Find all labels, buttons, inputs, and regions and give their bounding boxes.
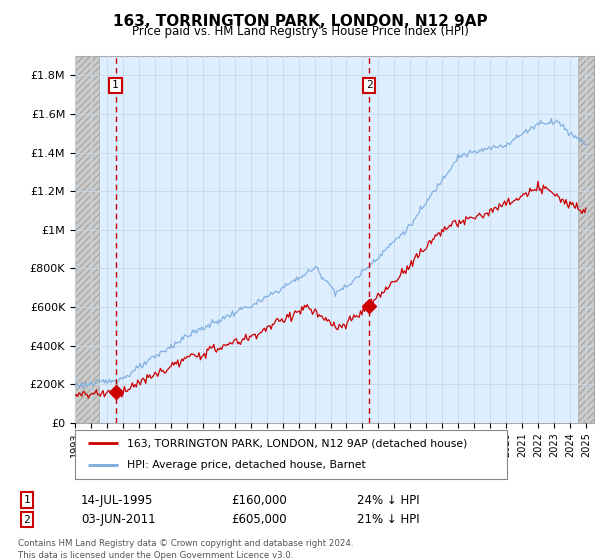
Text: Contains HM Land Registry data © Crown copyright and database right 2024.
This d: Contains HM Land Registry data © Crown c… xyxy=(18,539,353,559)
Text: Price paid vs. HM Land Registry's House Price Index (HPI): Price paid vs. HM Land Registry's House … xyxy=(131,25,469,38)
Text: 1: 1 xyxy=(23,495,31,505)
Text: 03-JUN-2011: 03-JUN-2011 xyxy=(81,513,155,526)
Text: 163, TORRINGTON PARK, LONDON, N12 9AP (detached house): 163, TORRINGTON PARK, LONDON, N12 9AP (d… xyxy=(127,438,467,449)
Text: 2: 2 xyxy=(23,515,31,525)
Text: HPI: Average price, detached house, Barnet: HPI: Average price, detached house, Barn… xyxy=(127,460,365,470)
Text: 14-JUL-1995: 14-JUL-1995 xyxy=(81,493,154,507)
Text: 163, TORRINGTON PARK, LONDON, N12 9AP: 163, TORRINGTON PARK, LONDON, N12 9AP xyxy=(113,14,487,29)
Text: £605,000: £605,000 xyxy=(231,513,287,526)
Text: 24% ↓ HPI: 24% ↓ HPI xyxy=(357,493,419,507)
Text: 21% ↓ HPI: 21% ↓ HPI xyxy=(357,513,419,526)
Text: 1: 1 xyxy=(112,80,119,90)
Text: £160,000: £160,000 xyxy=(231,493,287,507)
Text: 2: 2 xyxy=(366,80,373,90)
